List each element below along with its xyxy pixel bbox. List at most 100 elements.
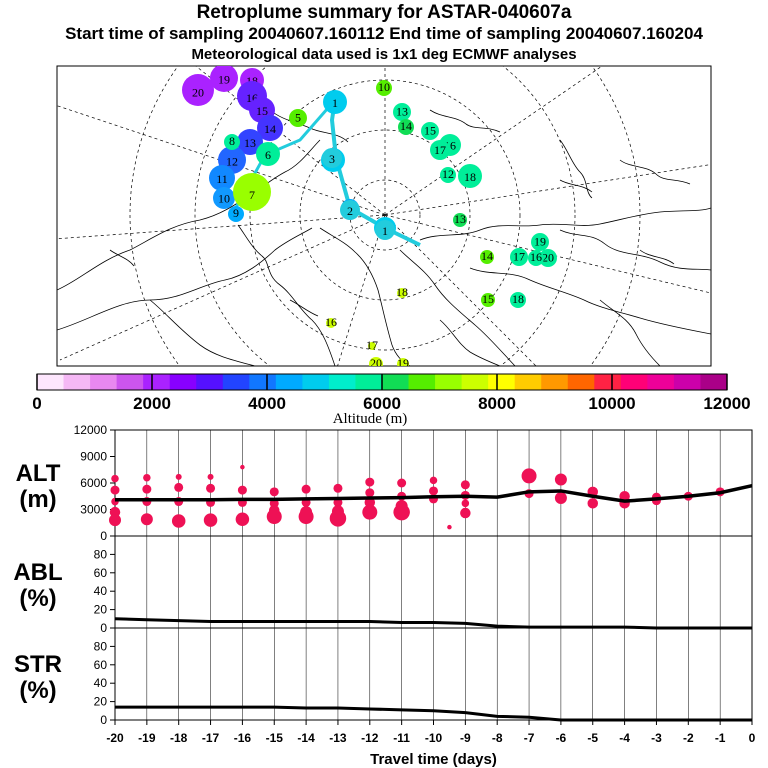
altitude-cluster-point [266, 509, 282, 525]
x-tick-label: -17 [202, 731, 220, 745]
altitude-cluster-point [362, 504, 378, 520]
colorbar-tick-label: 4000 [248, 394, 286, 413]
colorbar-ticks: 0 2000 4000 6000 8000 10000 12000 [32, 374, 751, 413]
altitude-cluster-point [206, 483, 216, 493]
colorbar-cell [567, 374, 595, 390]
y-tick-label: 0 [100, 621, 107, 635]
plume-cluster-marker [224, 134, 240, 150]
colorbar-cell [647, 374, 675, 390]
plume-cluster-marker [326, 318, 336, 328]
plume-cluster-marker [289, 109, 307, 127]
plume-cluster-day-label: 15 [256, 104, 268, 118]
altitude-cluster-point [365, 477, 375, 487]
x-tick-label: -5 [587, 731, 598, 745]
altitude-cluster-point [174, 482, 184, 492]
altitude-cluster-point [447, 524, 452, 530]
colorbar-cell [222, 374, 250, 390]
panel-label-unit: (m) [19, 486, 56, 513]
plume-cluster-day-label: 9 [233, 206, 239, 220]
plume-cluster-marker [421, 122, 439, 140]
colorbar-cell [620, 374, 648, 390]
plume-cluster-day-label: 20 [370, 356, 382, 370]
altitude-cluster-point [109, 514, 121, 527]
altitude-cluster-point [587, 498, 598, 509]
y-tick-label: 80 [94, 547, 108, 561]
altitude-cluster-point [142, 484, 152, 494]
plume-cluster-day-label: 19 [397, 356, 409, 370]
plume-cluster-marker [481, 293, 495, 307]
colorbar-cell [700, 374, 728, 390]
plume-cluster-day-label: 7 [249, 188, 255, 202]
colorbar-cell [435, 374, 463, 390]
panel-label-unit: (%) [19, 677, 56, 704]
altitude-cluster-point [298, 509, 314, 525]
x-tick-label: -18 [170, 731, 188, 745]
plume-cluster-day-label: 10 [218, 191, 230, 205]
plume-cluster-marker [257, 115, 283, 141]
colorbar-cell [382, 374, 410, 390]
plume-cluster-marker [323, 90, 347, 114]
altitude-cluster-point [554, 473, 567, 486]
altitude-colorbar: 0 2000 4000 6000 8000 10000 12000 Altitude (m) [32, 373, 751, 427]
plume-cluster-day-label: 17 [513, 250, 525, 264]
colorbar-cell [673, 374, 701, 390]
plume-cluster-day-label: 20 [192, 85, 204, 99]
plume-cluster-day-label: 6 [265, 148, 271, 162]
plume-cluster-day-label: 19 [534, 235, 546, 249]
altitude-cluster-point [521, 468, 537, 484]
x-tick-label: -13 [329, 731, 347, 745]
y-tick-label: 40 [94, 676, 108, 690]
colorbar-cell [249, 374, 277, 390]
coastlines [57, 109, 711, 366]
trajectory-day-marker [322, 148, 342, 168]
plume-cluster-marker [480, 250, 494, 264]
altitude-cluster-point [171, 514, 186, 528]
plume-cluster-marker [368, 342, 376, 350]
colorbar-cell [196, 374, 224, 390]
colorbar-cell [37, 374, 65, 390]
x-tick-label: 0 [749, 731, 756, 745]
altitude-cluster-point [554, 492, 567, 505]
map-panel: 2019181615141312111098765432110131415161… [56, 65, 712, 370]
altitude-cluster-point [365, 488, 375, 498]
y-tick-label: 0 [100, 529, 107, 543]
plume-cluster-day-label: 5 [295, 111, 301, 125]
plume-cluster-day-label: 17 [366, 338, 378, 352]
x-tick-label: -10 [425, 731, 443, 745]
panel-label-name: ABL [13, 559, 62, 586]
x-tick-label: -20 [106, 731, 124, 745]
plume-cluster-day-label: 14 [400, 119, 412, 133]
altitude-cluster-point [207, 473, 214, 480]
trajectory-day-marker [375, 220, 395, 240]
colorbar-cell [408, 374, 436, 390]
colorbar-cell [328, 374, 356, 390]
altitude-cluster-point [203, 513, 218, 527]
plume-cluster-marker [430, 140, 450, 160]
altitude-cluster-point [461, 499, 470, 508]
time-series-panels: 030006000900012000ALT(m)020406080ABL(%)0… [13, 423, 755, 768]
x-tick-label: -12 [361, 731, 379, 745]
plume-cluster-marker [458, 164, 482, 188]
altitude-cluster-point [240, 464, 245, 470]
plume-cluster-marker [376, 80, 392, 96]
plume-cluster-marker [440, 167, 456, 183]
plume-cluster-marker [237, 129, 263, 155]
plume-cluster-marker [228, 206, 244, 222]
plume-cluster-day-label: 19 [218, 73, 230, 87]
plume-cluster-marker [453, 213, 467, 227]
plume-cluster-marker [393, 103, 411, 121]
colorbar-cell [143, 374, 171, 390]
plume-cluster-day-label: 17 [434, 143, 446, 157]
colorbar-cell [116, 374, 144, 390]
x-tick-label: -16 [234, 731, 252, 745]
altitude-cluster-point [110, 485, 120, 495]
plume-cluster-day-label: 18 [464, 170, 476, 184]
trajectory-day-label: 1 [382, 224, 388, 238]
altitude-cluster-point [460, 480, 470, 490]
plume-cluster-day-label: 20 [542, 251, 554, 265]
colorbar-cells [37, 374, 728, 390]
x-tick-label: -14 [297, 731, 315, 745]
x-tick-label: -2 [683, 731, 694, 745]
colorbar-tick-label: 0 [32, 394, 41, 413]
